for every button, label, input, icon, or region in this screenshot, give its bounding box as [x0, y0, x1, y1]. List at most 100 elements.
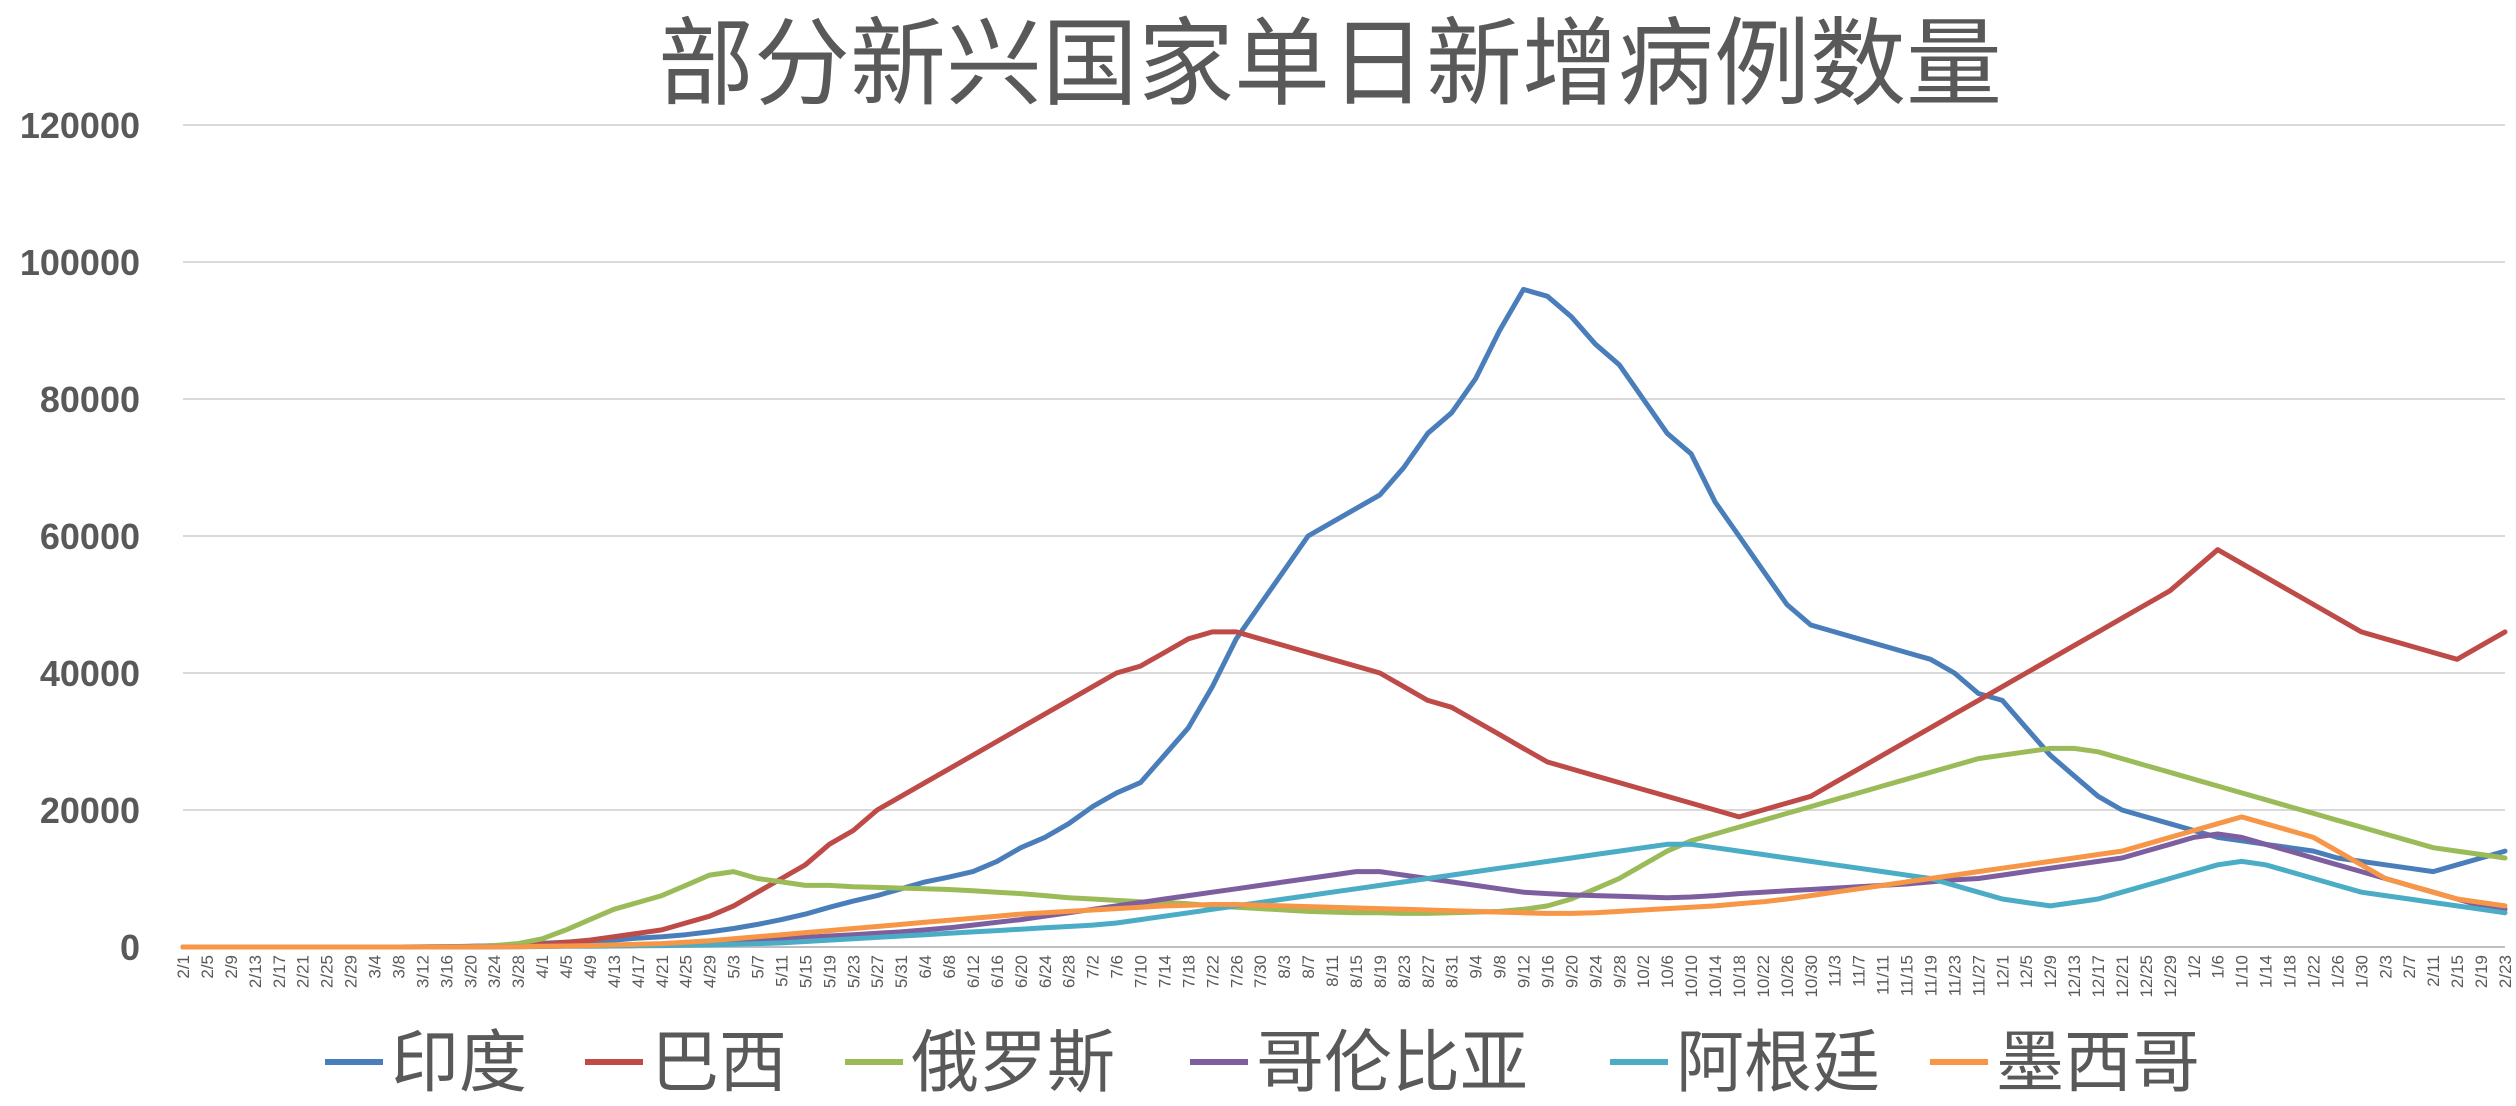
x-tick-label: 2/17: [270, 955, 289, 988]
series-line-2: [180, 745, 2508, 950]
x-tick-label: 11/11: [1874, 955, 1893, 995]
x-tick-label: 4/25: [677, 955, 696, 988]
x-tick-label: 7/10: [1132, 955, 1151, 988]
x-tick-label: 4/5: [557, 955, 576, 979]
x-tick-label: 9/12: [1515, 955, 1534, 988]
x-tick-label: 12/25: [2137, 955, 2156, 998]
y-axis-ticks: 0 20000 40000 60000 80000 100000 120000: [20, 105, 140, 968]
x-tick-label: 5/3: [725, 955, 744, 979]
x-tick-label: 8/7: [1299, 955, 1318, 979]
legend-label: 哥伦比亚: [1256, 1024, 1528, 1103]
x-tick-label: 6/4: [916, 955, 935, 979]
x-tick-label: 4/1: [533, 955, 552, 979]
x-tick-label: 2/25: [318, 955, 337, 988]
x-tick-label: 12/17: [2089, 955, 2108, 998]
series-line-1: [180, 547, 2508, 950]
gridlines: [183, 124, 2505, 811]
x-tick-label: 12/1: [1993, 955, 2012, 988]
x-tick-label: 7/18: [1179, 955, 1198, 988]
x-tick-label: 1/26: [2328, 955, 2347, 988]
x-tick-label: 4/13: [605, 955, 624, 988]
x-tick-label: 11/15: [1898, 955, 1917, 996]
x-tick-label: 11/27: [1969, 955, 1988, 996]
x-tick-label: 9/16: [1538, 955, 1557, 988]
x-tick-label: 7/22: [1203, 955, 1222, 988]
x-tick-label: 5/27: [868, 955, 887, 988]
x-tick-label: 2/11: [2424, 955, 2443, 987]
x-tick-label: 2/13: [246, 955, 265, 988]
x-tick-label: 9/20: [1562, 955, 1581, 988]
x-tick-label: 3/8: [389, 955, 408, 979]
x-tick-label: 11/3: [1826, 955, 1845, 987]
x-tick-label: 5/31: [892, 955, 911, 988]
x-tick-label: 5/15: [796, 955, 815, 988]
x-tick-label: 3/24: [485, 955, 504, 988]
x-tick-label: 6/28: [1060, 955, 1079, 988]
x-tick-label: 9/8: [1491, 955, 1510, 979]
x-tick-label: 8/31: [1443, 955, 1462, 988]
x-tick-label: 1/2: [2185, 955, 2204, 979]
x-axis-ticks: 2/1 2/5 2/9 2/13 2/17 2/21 2/25 2/29 3/4 3/8 3/12 3…: [174, 955, 2515, 998]
x-tick-label: 10/18: [1730, 955, 1749, 998]
x-tick-label: 4/17: [629, 955, 648, 988]
x-tick-label: 10/14: [1706, 955, 1725, 998]
x-tick-label: 3/4: [366, 955, 385, 979]
x-tick-label: 8/19: [1371, 955, 1390, 988]
legend-label: 巴西: [651, 1024, 787, 1103]
x-tick-label: 5/19: [820, 955, 839, 988]
y-tick-label: 120000: [20, 105, 140, 146]
series-line-4: [180, 841, 2508, 950]
x-tick-label: 12/9: [2041, 955, 2060, 988]
y-tick-label: 100000: [20, 242, 140, 283]
series-lines: [180, 286, 2508, 950]
x-tick-label: 2/21: [294, 955, 313, 988]
x-tick-label: 8/3: [1275, 955, 1294, 979]
x-tick-label: 5/23: [844, 955, 863, 988]
x-tick-label: 9/24: [1586, 955, 1605, 988]
x-tick-label: 1/18: [2281, 955, 2300, 988]
y-tick-label: 60000: [40, 516, 140, 557]
x-tick-label: 7/14: [1155, 955, 1174, 988]
x-tick-label: 7/2: [1084, 955, 1103, 979]
x-tick-label: 7/6: [1108, 955, 1127, 979]
x-tick-label: 8/11: [1323, 955, 1342, 987]
x-tick-label: 4/9: [581, 955, 600, 979]
x-tick-label: 2/7: [2400, 955, 2419, 979]
x-tick-label: 10/30: [1802, 955, 1821, 998]
y-tick-label: 80000: [40, 379, 140, 420]
x-tick-label: 2/15: [2448, 955, 2467, 988]
x-tick-label: 1/6: [2209, 955, 2228, 979]
x-tick-label: 6/20: [1012, 955, 1031, 988]
x-tick-label: 11/19: [1921, 955, 1940, 996]
x-tick-label: 1/10: [2233, 955, 2252, 988]
x-tick-label: 2/23: [2496, 955, 2515, 988]
x-tick-label: 8/15: [1347, 955, 1366, 988]
x-tick-label: 3/16: [437, 955, 456, 988]
x-tick-label: 12/5: [2017, 955, 2036, 988]
x-tick-label: 1/30: [2352, 955, 2371, 988]
x-tick-label: 8/27: [1419, 955, 1438, 988]
legend-label: 俄罗斯: [911, 1024, 1115, 1103]
x-tick-label: 7/26: [1227, 955, 1246, 988]
x-tick-label: 4/21: [653, 955, 672, 988]
series-line-5: [180, 814, 2508, 950]
y-tick-label: 40000: [40, 653, 140, 694]
x-tick-label: 8/23: [1395, 955, 1414, 988]
x-tick-label: 5/11: [772, 955, 791, 987]
x-tick-label: 11/23: [1945, 955, 1964, 996]
x-tick-label: 6/24: [1036, 955, 1055, 988]
x-tick-label: 3/12: [413, 955, 432, 988]
x-tick-label: 11/7: [1850, 955, 1869, 987]
x-tick-label: 6/12: [964, 955, 983, 988]
x-tick-label: 10/6: [1658, 955, 1677, 988]
x-tick-label: 1/22: [2304, 955, 2323, 988]
x-tick-label: 10/22: [1754, 955, 1773, 998]
x-tick-label: 6/8: [940, 955, 959, 979]
x-tick-label: 2/1: [174, 955, 193, 979]
x-tick-label: 2/5: [198, 955, 217, 979]
x-tick-label: 2/29: [342, 955, 361, 988]
x-tick-label: 12/21: [2113, 955, 2132, 998]
x-tick-label: 5/7: [749, 955, 768, 979]
x-tick-label: 2/19: [2472, 955, 2491, 988]
x-tick-label: 10/2: [1634, 955, 1653, 988]
